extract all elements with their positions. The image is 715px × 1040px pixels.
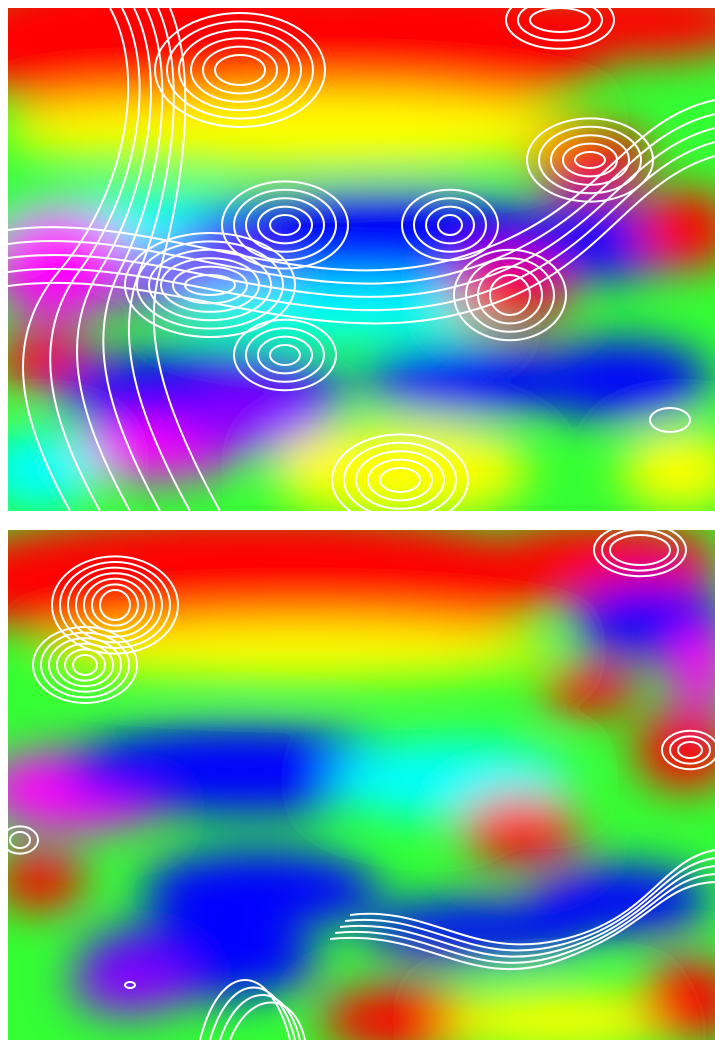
color-blob bbox=[140, 850, 380, 930]
color-blob bbox=[70, 955, 190, 1015]
color-blob bbox=[40, 620, 560, 680]
bottom-map-panel bbox=[0, 510, 715, 1040]
color-blob bbox=[460, 795, 580, 865]
color-blob bbox=[540, 665, 640, 715]
top-map-panel bbox=[0, 0, 715, 526]
figure bbox=[0, 0, 715, 1040]
color-blob bbox=[530, 340, 710, 420]
page: (() => { const data = JSON.parse(documen… bbox=[0, 0, 715, 1040]
